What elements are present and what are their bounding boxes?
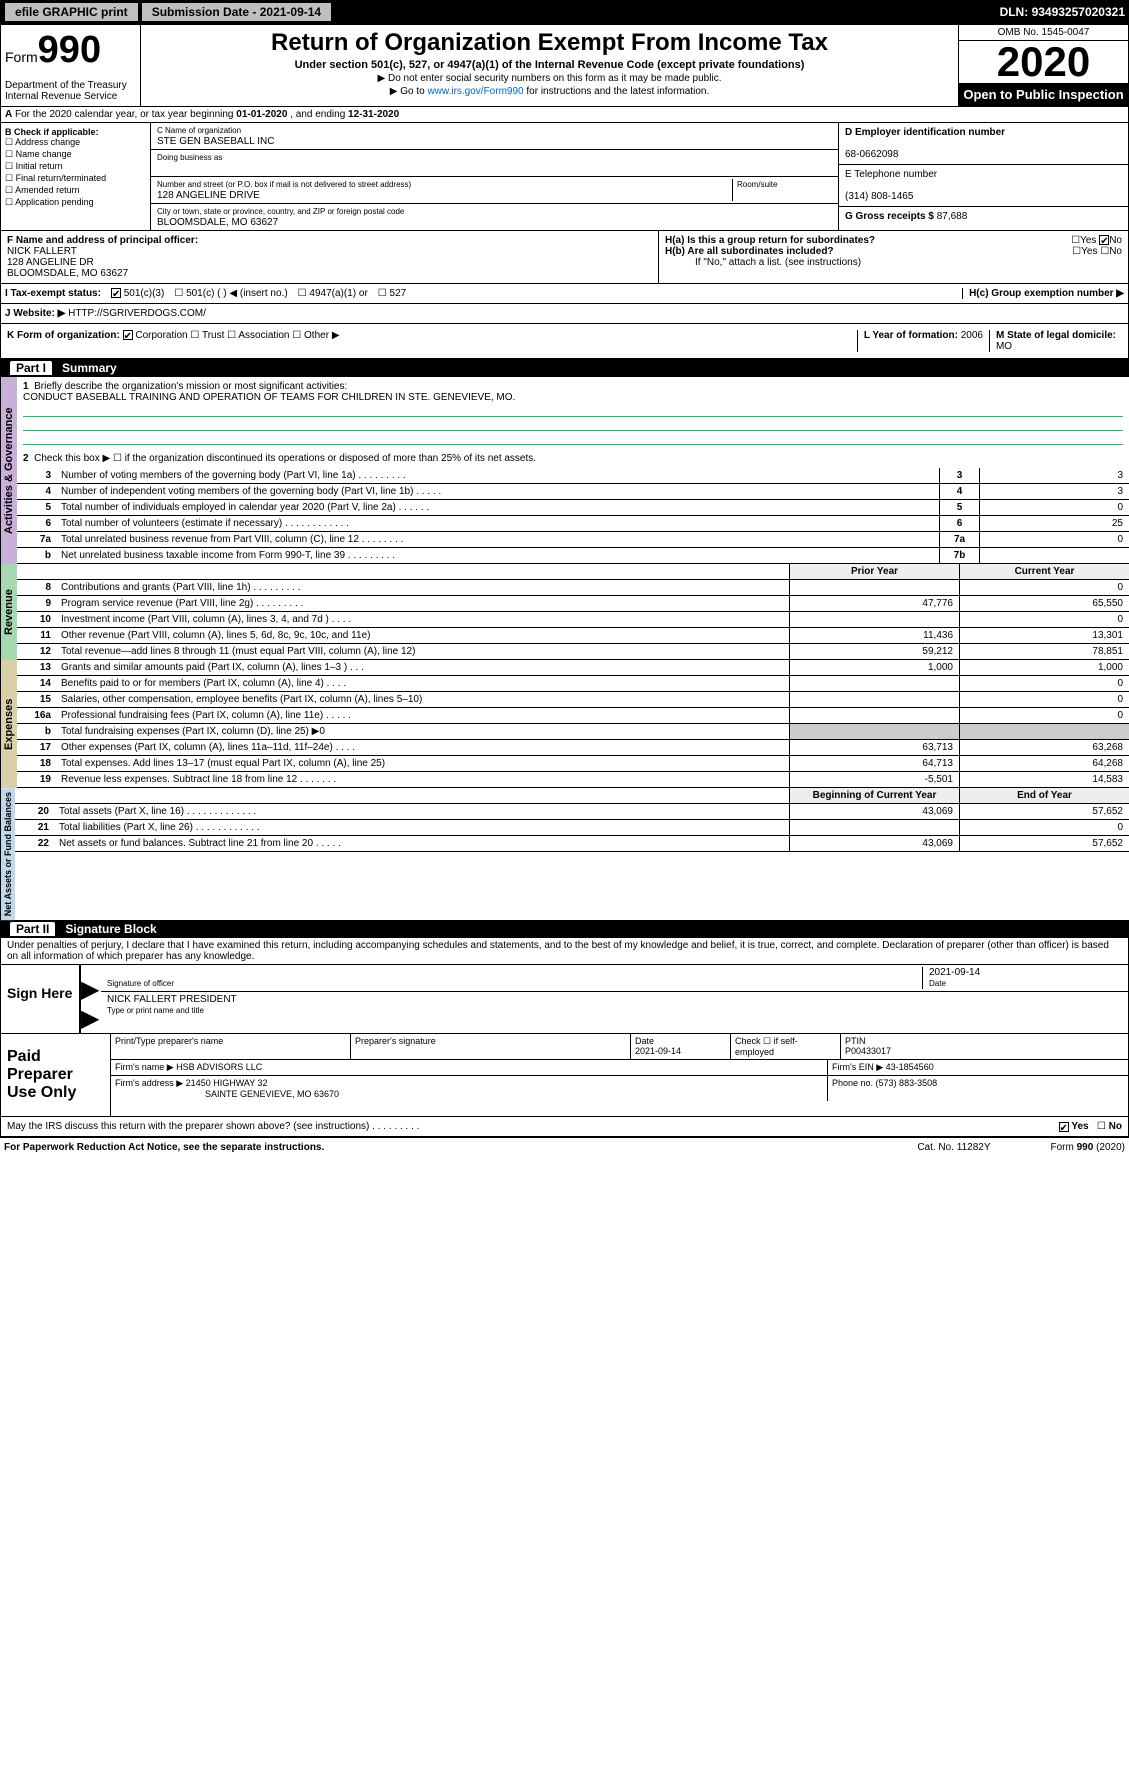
line-4: 4Number of independent voting members of… — [17, 484, 1129, 500]
signature-block: Under penalties of perjury, I declare th… — [0, 938, 1129, 1137]
line-18: 18Total expenses. Add lines 13–17 (must … — [17, 756, 1129, 772]
line-21: 21Total liabilities (Part X, line 26) . … — [15, 820, 1129, 836]
line-16a: 16aProfessional fundraising fees (Part I… — [17, 708, 1129, 724]
ein: 68-0662098 — [845, 149, 898, 160]
expenses-section: Expenses 13Grants and similar amounts pa… — [0, 660, 1129, 788]
line-17: 17Other expenses (Part IX, column (A), l… — [17, 740, 1129, 756]
tax-exempt-row: I Tax-exempt status: 501(c)(3) ☐ 501(c) … — [0, 284, 1129, 304]
col-c: C Name of organizationSTE GEN BASEBALL I… — [151, 123, 838, 230]
top-bar: efile GRAPHIC print Submission Date - 20… — [0, 0, 1129, 24]
form-number-cell: Form990 Department of the Treasury Inter… — [1, 25, 141, 106]
line-13: 13Grants and similar amounts paid (Part … — [17, 660, 1129, 676]
line-10: 10Investment income (Part VIII, column (… — [17, 612, 1129, 628]
line-22: 22Net assets or fund balances. Subtract … — [15, 836, 1129, 852]
line-9: 9Program service revenue (Part VIII, lin… — [17, 596, 1129, 612]
org-name: STE GEN BASEBALL INC — [157, 136, 274, 147]
revenue-section: Revenue Prior YearCurrent Year 8Contribu… — [0, 564, 1129, 660]
dln: DLN: 93493257020321 — [1000, 5, 1125, 19]
col-b: B Check if applicable: ☐ Address change … — [1, 123, 151, 230]
mission-text: CONDUCT BASEBALL TRAINING AND OPERATION … — [23, 392, 515, 403]
dept-treasury: Department of the Treasury Internal Reve… — [5, 80, 136, 102]
501c3-check — [111, 288, 121, 298]
line-20: 20Total assets (Part X, line 16) . . . .… — [15, 804, 1129, 820]
line-6: 6Total number of volunteers (estimate if… — [17, 516, 1129, 532]
year-cell: OMB No. 1545-0047 2020 Open to Public In… — [958, 25, 1128, 106]
line-5: 5Total number of individuals employed in… — [17, 500, 1129, 516]
irs-link[interactable]: www.irs.gov/Form990 — [427, 86, 523, 97]
fh-row: F Name and address of principal officer:… — [0, 231, 1129, 284]
line-11: 11Other revenue (Part VIII, column (A), … — [17, 628, 1129, 644]
page-footer: For Paperwork Reduction Act Notice, see … — [0, 1137, 1129, 1157]
line-14: 14Benefits paid to or for members (Part … — [17, 676, 1129, 692]
part2-header: Part IISignature Block — [0, 920, 1129, 938]
col-d: D Employer identification number68-06620… — [838, 123, 1128, 230]
line-12: 12Total revenue—add lines 8 through 11 (… — [17, 644, 1129, 660]
website-row: J Website: ▶ HTTP://SGRIVERDOGS.COM/ — [0, 304, 1129, 324]
gross-receipts: 87,688 — [937, 211, 968, 222]
phone: (314) 808-1465 — [845, 191, 913, 202]
k-row: K Form of organization: Corporation ☐ Tr… — [0, 324, 1129, 359]
line-7a: 7aTotal unrelated business revenue from … — [17, 532, 1129, 548]
line-b: bTotal fundraising expenses (Part IX, co… — [17, 724, 1129, 740]
netassets-section: Net Assets or Fund Balances Beginning of… — [0, 788, 1129, 920]
efile-btn[interactable]: efile GRAPHIC print — [4, 2, 139, 22]
form-title: Return of Organization Exempt From Incom… — [145, 29, 954, 57]
form-title-cell: Return of Organization Exempt From Incom… — [141, 25, 958, 106]
section-a: A For the 2020 calendar year, or tax yea… — [0, 107, 1129, 123]
line-15: 15Salaries, other compensation, employee… — [17, 692, 1129, 708]
line-3: 3Number of voting members of the governi… — [17, 468, 1129, 484]
subdate-btn[interactable]: Submission Date - 2021-09-14 — [141, 2, 332, 22]
line-8: 8Contributions and grants (Part VIII, li… — [17, 580, 1129, 596]
governance-section: Activities & Governance 1 Briefly descri… — [0, 377, 1129, 564]
website: HTTP://SGRIVERDOGS.COM/ — [68, 308, 206, 319]
form-header: Form990 Department of the Treasury Inter… — [0, 24, 1129, 107]
part1-header: Part ISummary — [0, 359, 1129, 377]
line-19: 19Revenue less expenses. Subtract line 1… — [17, 772, 1129, 788]
line-b: bNet unrelated business taxable income f… — [17, 548, 1129, 564]
bcdefg-row: B Check if applicable: ☐ Address change … — [0, 123, 1129, 231]
